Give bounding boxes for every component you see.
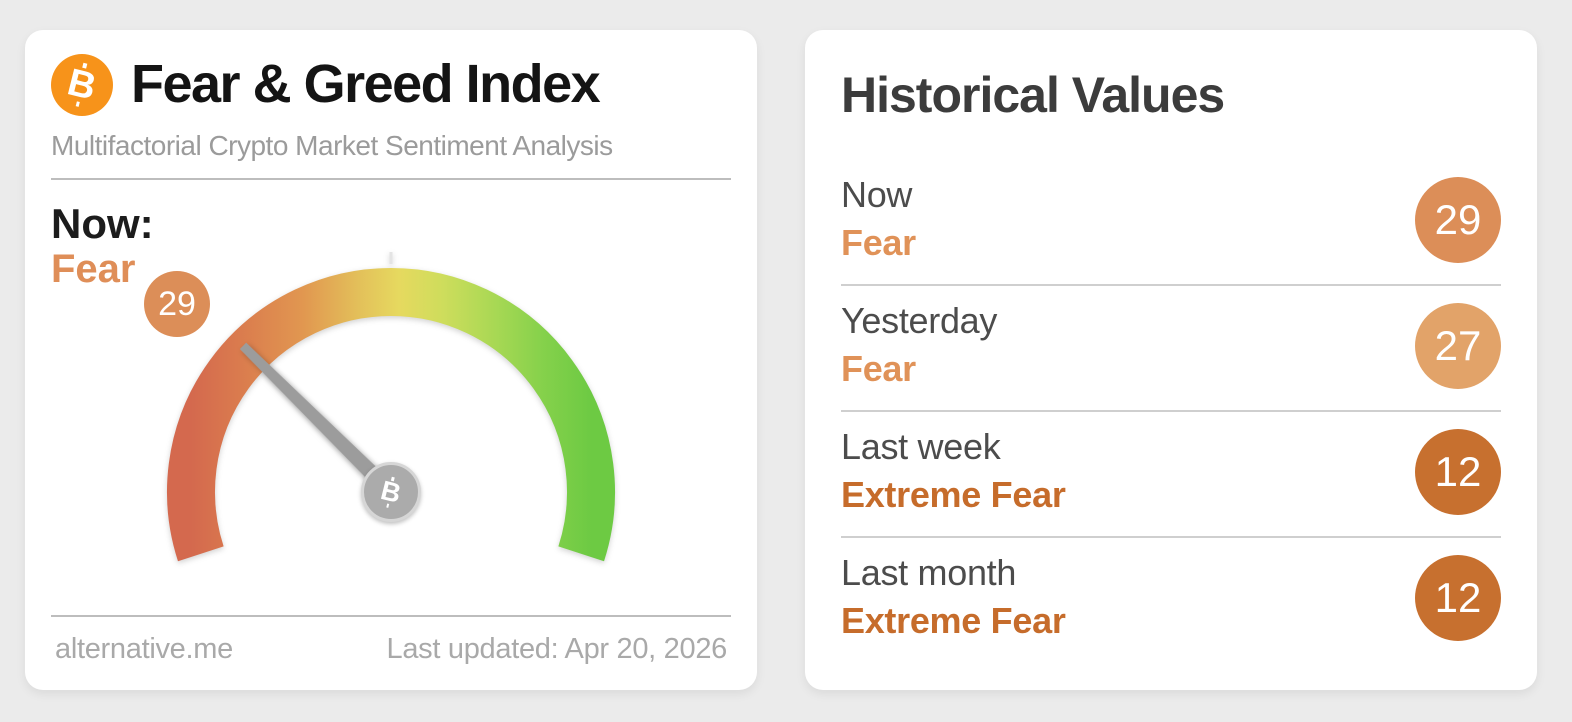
gauge-arc xyxy=(167,268,615,562)
historical-values-card: Historical Values Now Fear 29 Yesterday … xyxy=(805,30,1537,690)
period-label: Now xyxy=(841,174,913,215)
gauge-arc-svg xyxy=(167,252,615,562)
gauge-needle xyxy=(239,342,400,501)
period-label: Last month xyxy=(841,552,1017,593)
table-row: Now Fear 29 xyxy=(841,160,1501,286)
bitcoin-letter: B xyxy=(63,61,101,109)
fear-greed-index-card: B Fear & Greed Index Multifactorial Cryp… xyxy=(25,30,757,690)
now-classification: Fear xyxy=(51,247,136,292)
classification-label: Fear xyxy=(841,348,916,389)
gauge: B 29 xyxy=(141,240,641,580)
period-label: Last week xyxy=(841,426,1001,467)
card-header: B Fear & Greed Index xyxy=(51,54,731,116)
value-badge: 12 xyxy=(1415,429,1501,515)
historical-rows: Now Fear 29 Yesterday Fear 27 Last week … xyxy=(841,160,1501,662)
table-row: Yesterday Fear 27 xyxy=(841,286,1501,412)
card-subtitle: Multifactorial Crypto Market Sentiment A… xyxy=(51,130,613,161)
value-badge: 27 xyxy=(1415,303,1501,389)
source-link[interactable]: alternative.me xyxy=(55,633,233,665)
period-label: Yesterday xyxy=(841,300,998,341)
historical-values-title: Historical Values xyxy=(841,67,1225,123)
classification-label: Extreme Fear xyxy=(841,600,1066,641)
gauge-value-badge: 29 xyxy=(144,271,210,338)
value-badge: 12 xyxy=(1415,555,1501,641)
value-badge: 29 xyxy=(1415,177,1501,263)
card-title: Fear & Greed Index xyxy=(131,54,601,115)
gauge-hub-bitcoin-icon: B xyxy=(361,462,421,523)
bitcoin-logo-icon: B xyxy=(51,54,113,116)
table-row: Last month Extreme Fear 12 xyxy=(841,538,1501,662)
card-footer: alternative.me Last updated: Apr 20, 202… xyxy=(51,615,731,690)
classification-label: Extreme Fear xyxy=(841,474,1066,515)
classification-label: Fear xyxy=(841,222,916,263)
gauge-top-tick xyxy=(389,252,393,265)
now-label: Now: xyxy=(51,200,154,247)
header-divider xyxy=(51,178,731,180)
last-updated: Last updated: Apr 20, 2026 xyxy=(386,633,728,665)
table-row: Last week Extreme Fear 12 xyxy=(841,412,1501,538)
